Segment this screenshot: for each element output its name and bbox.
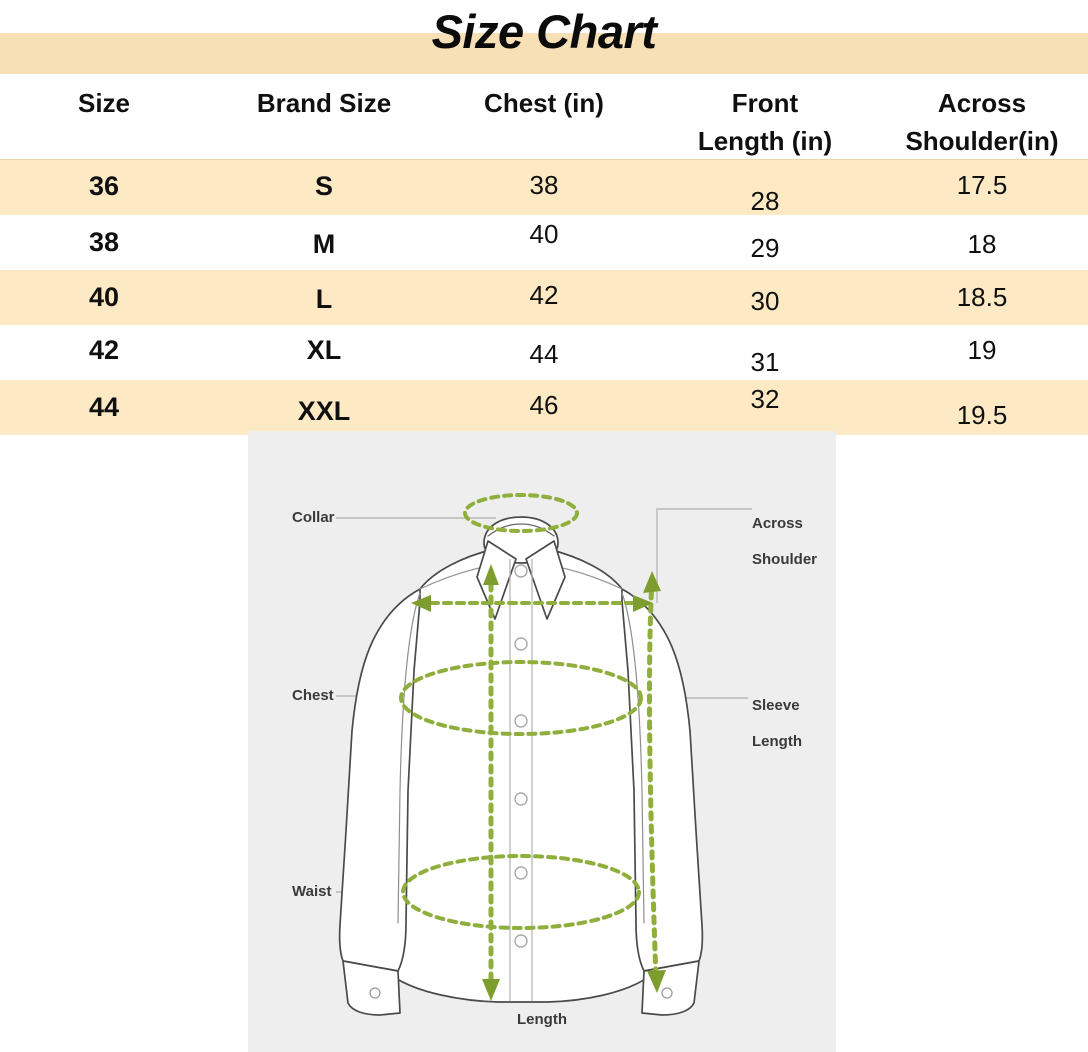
table-row: 36 S 38 28 17.5 — [0, 160, 1088, 216]
cell-brand-size: L — [315, 284, 333, 314]
cell-front-length: 29 — [750, 233, 780, 263]
column-header-across-shoulder-line1: Across — [937, 88, 1027, 118]
left-cuff-button — [369, 987, 381, 999]
button — [514, 564, 528, 578]
cell-chest: 42 — [529, 280, 559, 310]
cell-front-length: 28 — [750, 186, 780, 216]
shirt-outline — [338, 516, 704, 1016]
column-header-front-length-line2: Length (in) — [697, 126, 833, 156]
button — [514, 792, 528, 806]
cell-across-shoulder: 18.5 — [956, 282, 1008, 312]
cell-size: 44 — [88, 392, 120, 422]
across-shoulder-leader-line — [656, 508, 752, 603]
cell-across-shoulder: 17.5 — [956, 170, 1008, 200]
sleeve-length-label-line1: Sleeve — [752, 697, 800, 714]
front-length-arrow-up — [483, 564, 499, 585]
across-shoulder-label: Across Shoulder — [752, 497, 817, 587]
sleeve-length-label: Sleeve Length — [752, 679, 802, 769]
length-label: Length — [517, 1011, 567, 1028]
cell-brand-size: S — [314, 171, 333, 201]
cell-brand-size: XL — [306, 335, 342, 365]
left-cuff — [342, 960, 401, 1016]
across-shoulder-label-line2: Shoulder — [752, 551, 818, 568]
cell-chest: 38 — [529, 170, 559, 200]
cell-chest: 44 — [529, 339, 559, 369]
button — [514, 934, 528, 948]
cell-front-length: 31 — [750, 347, 780, 377]
cell-across-shoulder: 18 — [967, 229, 997, 259]
right-cuff-button — [661, 987, 673, 999]
cell-across-shoulder: 19.5 — [956, 400, 1008, 430]
cell-size: 36 — [88, 171, 120, 201]
shirt-torso — [391, 548, 651, 1003]
table-row: 38 M 40 29 18 — [0, 215, 1088, 270]
across-shoulder-arrow-right — [633, 595, 653, 612]
collar-leaf-right — [525, 540, 566, 620]
sleeve-length-arrow-down — [647, 970, 666, 993]
left-sleeve — [338, 588, 421, 972]
cell-size: 40 — [88, 282, 120, 312]
title-band — [0, 33, 1088, 74]
column-header-front-length-line1: Front — [731, 88, 799, 118]
left-sleeve-seam — [397, 592, 421, 924]
column-header-front-length: Front Length (in) — [650, 84, 880, 160]
placket-buttons — [514, 564, 528, 948]
chest-measure-ellipse — [399, 660, 643, 736]
cell-size: 42 — [88, 335, 120, 365]
button — [514, 866, 528, 880]
size-chart-table: Size Brand Size Chest (in) Front Length … — [0, 74, 1088, 435]
column-header-across-shoulder-line2: Shoulder(in) — [905, 126, 1059, 156]
cell-brand-size: XXL — [297, 396, 351, 426]
collar-measure-ellipse — [463, 493, 579, 533]
across-shoulder-arrow-left — [411, 595, 431, 612]
cell-across-shoulder: 19 — [967, 335, 997, 365]
across-shoulder-label-line1: Across — [752, 515, 803, 532]
column-header-chest: Chest (in) — [484, 88, 604, 118]
table-header-row: Size Brand Size Chest (in) Front Length … — [0, 74, 1088, 160]
table-row: 44 XXL 46 32 19.5 — [0, 380, 1088, 435]
sleeve-length-arrow-up — [643, 571, 661, 593]
button — [514, 714, 528, 728]
right-sleeve-seam — [621, 592, 645, 924]
measurement-guides — [399, 493, 659, 992]
page-title: Size Chart — [431, 5, 657, 58]
column-header-across-shoulder: Across Shoulder(in) — [882, 84, 1082, 160]
waist-measure-ellipse — [401, 854, 641, 930]
column-header-brand-size: Brand Size — [256, 88, 392, 118]
button — [514, 637, 528, 651]
waist-label: Waist — [292, 883, 332, 900]
column-header-size: Size — [77, 88, 131, 118]
cell-front-length: 32 — [750, 384, 780, 414]
right-sleeve — [621, 588, 704, 972]
sleeve-length-label-line2: Length — [752, 733, 802, 750]
cell-chest: 46 — [529, 390, 559, 420]
sleeve-length-measure-line — [646, 576, 659, 982]
cell-size: 38 — [88, 227, 120, 257]
measurement-arrowheads — [411, 564, 666, 1001]
cell-front-length: 30 — [750, 286, 780, 316]
shirt-measurement-diagram: Collar Chest Waist Across Shoulder Sleev… — [248, 431, 836, 1052]
chest-label: Chest — [292, 687, 334, 704]
front-length-arrow-down — [482, 979, 500, 1001]
cell-chest: 40 — [529, 219, 559, 249]
table-row: 42 XL 44 31 19 — [0, 325, 1088, 380]
cell-brand-size: M — [312, 229, 336, 259]
table-row: 40 L 42 30 18.5 — [0, 270, 1088, 325]
shirt-illustration — [336, 493, 752, 1016]
collar-label: Collar — [292, 509, 335, 526]
right-cuff — [641, 960, 700, 1016]
